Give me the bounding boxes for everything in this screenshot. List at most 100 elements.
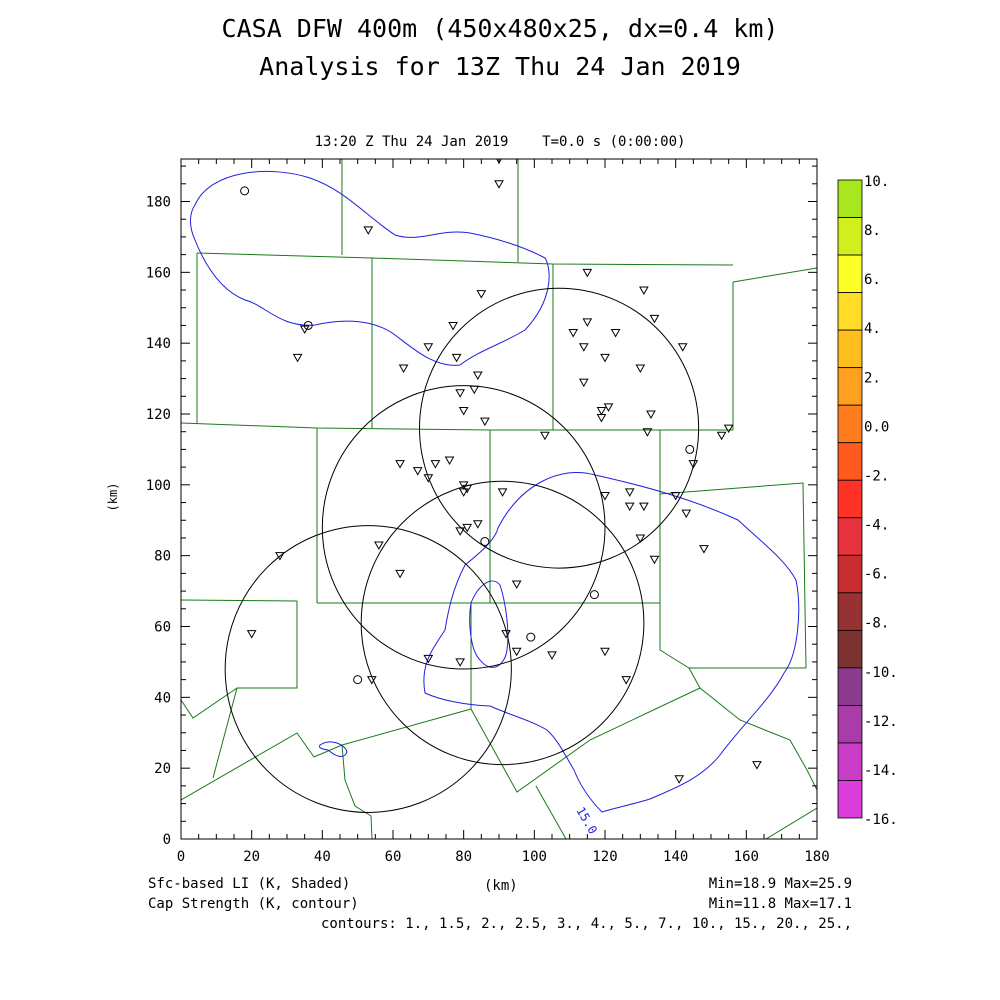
colorbar-swatch xyxy=(837,442,863,481)
obs-triangle xyxy=(582,268,593,278)
obs-triangle xyxy=(600,647,610,657)
y-tick-label: 180 xyxy=(146,195,171,211)
contour-label: 15.0 xyxy=(573,805,600,837)
colorbar-label: -10. xyxy=(864,665,898,681)
obs-triangle xyxy=(246,630,257,639)
y-tick-label: 140 xyxy=(146,336,171,352)
obs-circle xyxy=(526,632,536,642)
plot-frame xyxy=(180,158,818,840)
obs-triangle xyxy=(723,424,734,434)
obs-triangle xyxy=(366,676,377,685)
obs-triangle xyxy=(639,502,649,512)
colorbar-label: 10. xyxy=(864,174,889,190)
cap-strength-contour xyxy=(190,170,800,813)
colorbar-label: 6. xyxy=(864,272,881,288)
colorbar-label: 2. xyxy=(864,370,881,386)
obs-triangle xyxy=(716,431,727,441)
obs-triangle xyxy=(395,460,405,469)
x-tick-label: 0 xyxy=(177,849,185,865)
obs-triangle xyxy=(582,318,593,327)
obs-triangle xyxy=(547,651,557,660)
obs-triangle xyxy=(635,534,646,543)
obs-triangle xyxy=(639,286,649,296)
obs-triangle xyxy=(472,520,483,529)
colorbar-swatch xyxy=(837,254,863,293)
colorbar-label: -4. xyxy=(864,518,889,534)
colorbar-label: 4. xyxy=(864,321,881,337)
colorbar-swatch xyxy=(837,329,863,369)
x-tick-label: 140 xyxy=(663,849,688,865)
obs-triangle xyxy=(469,385,480,395)
obs-triangle xyxy=(752,761,762,770)
colorbar: 10. 8. 6. 4. 2. 0.0 -2. -4. -6. -8. -10. -12. -14. -1… xyxy=(837,174,898,828)
colorbar-swatch xyxy=(837,705,863,744)
y-axis: 0 20 40 60 80 100 120 140 160 180 xyxy=(146,165,817,848)
obs-triangle xyxy=(363,226,374,235)
obs-triangle xyxy=(578,343,589,352)
x-tick-label: 120 xyxy=(592,849,617,865)
x-axis: 0 20 40 60 80 100 120 140 160 180 xyxy=(177,159,830,865)
obs-triangle xyxy=(472,371,483,381)
obs-triangle xyxy=(511,580,522,590)
obs-triangle xyxy=(451,353,462,363)
colorbar-swatch xyxy=(837,404,863,444)
obs-triangle xyxy=(476,290,487,299)
y-tick-label: 0 xyxy=(163,832,171,848)
obs-triangle xyxy=(649,314,660,324)
obs-triangle xyxy=(458,406,469,416)
obs-triangle xyxy=(596,414,607,423)
colorbar-label: -2. xyxy=(864,468,889,484)
contour-levels: contours: 1., 1.5, 2., 2.5, 3., 4., 5., … xyxy=(320,916,852,932)
y-tick-label: 120 xyxy=(146,407,171,423)
obs-triangle xyxy=(462,523,473,533)
colorbar-label: -6. xyxy=(864,567,889,583)
chart-title-line-2: Analysis for 13Z Thu 24 Jan 2019 xyxy=(259,52,741,81)
county-boundaries xyxy=(181,159,817,839)
obs-triangle xyxy=(699,545,709,554)
colorbar-swatch xyxy=(837,742,863,781)
obs-triangle xyxy=(455,527,465,536)
radar-ring xyxy=(224,525,512,813)
colorbar-swatch xyxy=(837,517,863,556)
x-tick-label: 80 xyxy=(455,849,472,865)
x-tick-label: 40 xyxy=(314,849,331,865)
y-axis-label: (km) xyxy=(106,483,120,512)
obs-triangle xyxy=(395,569,405,579)
obs-triangle xyxy=(374,541,384,551)
obs-triangle xyxy=(511,647,522,657)
radar-rings xyxy=(224,287,700,813)
obs-triangle xyxy=(600,353,610,363)
x-tick-label: 20 xyxy=(243,849,260,865)
chart-title-line-1: CASA DFW 400m (450x480x25, dx=0.4 km) xyxy=(221,14,779,43)
obs-triangle xyxy=(674,775,685,784)
y-tick-label: 40 xyxy=(154,690,171,706)
contour-field-label: Cap Strength (K, contour) xyxy=(148,896,359,912)
obs-triangle xyxy=(501,630,511,639)
obs-triangle xyxy=(423,474,434,483)
obs-triangle xyxy=(292,353,303,363)
x-tick-label: 160 xyxy=(734,849,759,865)
obs-triangle xyxy=(624,488,635,497)
obs-triangle xyxy=(568,329,579,338)
obs-triangle xyxy=(642,428,653,437)
obs-triangle xyxy=(677,343,688,352)
obs-triangle xyxy=(430,460,441,469)
obs-triangle xyxy=(458,488,469,497)
y-tick-label: 80 xyxy=(154,549,171,565)
obs-circle xyxy=(240,186,250,196)
y-tick-label: 100 xyxy=(146,478,171,494)
x-tick-label: 100 xyxy=(522,849,547,865)
colorbar-label: -12. xyxy=(864,714,898,730)
observation-markers xyxy=(240,159,762,784)
obs-circle xyxy=(480,537,490,546)
obs-triangle xyxy=(649,555,660,565)
obs-circle xyxy=(685,444,695,454)
obs-triangle xyxy=(458,481,469,490)
obs-circle xyxy=(303,320,313,330)
obs-triangle xyxy=(455,658,465,667)
obs-triangle xyxy=(578,378,589,388)
obs-triangle xyxy=(610,329,621,338)
obs-triangle xyxy=(646,410,656,420)
x-tick-label: 180 xyxy=(804,849,829,865)
obs-triangle xyxy=(423,343,434,352)
